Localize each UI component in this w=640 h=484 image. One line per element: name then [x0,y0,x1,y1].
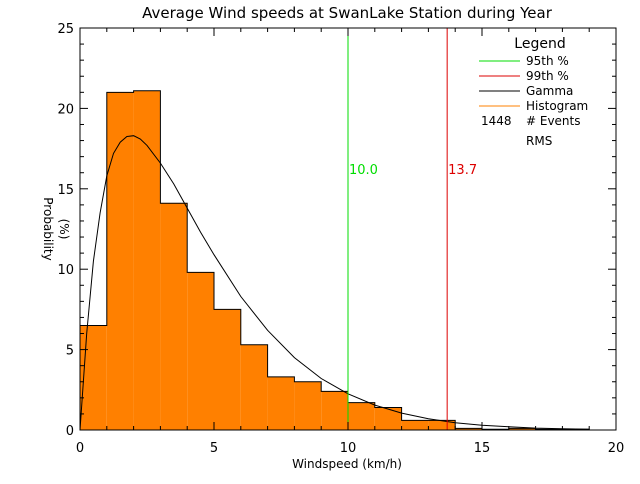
histogram-bar [80,325,107,430]
histogram-bar [374,407,402,430]
histogram-bar [401,420,429,430]
gamma-curve [79,135,590,431]
x-tick-label: 5 [210,441,218,456]
axes: 0 5 10 15 20 0 5 10 15 20 25 [57,22,624,456]
histogram-bar [187,272,214,430]
histogram-bar [240,344,268,430]
y-axis-unit: (%) [57,219,71,240]
y-axis-label: Probability [41,197,55,260]
x-tick-label: 0 [76,441,84,456]
legend-rms-label: RMS [526,134,552,148]
legend-label-99th: 99th % [526,69,569,83]
x-tick-label: 20 [608,441,625,456]
legend-label-95th: 95th % [526,54,569,68]
x-tick-label: 10 [340,441,357,456]
percentile-label: 13.7 [448,163,477,178]
histogram-bar [321,391,348,430]
y-tick-label: 20 [57,102,74,117]
y-tick-label: 5 [66,344,74,359]
y-tick-label: 25 [57,22,74,37]
histogram-bar [348,402,375,430]
histogram-bar [428,420,456,430]
histogram-outline [79,90,590,430]
legend-events-label: # Events [526,114,581,128]
histogram-bar [106,92,134,430]
percentile-lines: 10.0 13.7 [347,28,477,430]
y-tick-label: 10 [57,263,74,278]
y-tick-label: 0 [66,424,74,439]
legend-label-gamma: Gamma [526,84,573,98]
legend-title: Legend [514,36,565,52]
percentile-label: 10.0 [349,163,378,178]
histogram-bar [214,309,241,430]
histogram-layer [79,90,590,430]
histogram-bar [267,376,295,430]
legend: Legend 95th % 99th % Gamma Histogram 144… [479,36,588,148]
legend-events-count: 1448 [481,114,512,128]
histogram-bar [160,203,188,430]
legend-label-histogram: Histogram [526,99,588,113]
histogram-bar [294,381,322,430]
x-axis-label: Windspeed (km/h) [292,457,402,471]
chart-title: Average Wind speeds at SwanLake Station … [142,4,553,22]
x-tick-label: 15 [474,441,491,456]
histogram-bar [455,428,482,430]
histogram-bar [508,428,536,430]
y-tick-label: 15 [57,183,74,198]
histogram-bar [133,90,161,430]
